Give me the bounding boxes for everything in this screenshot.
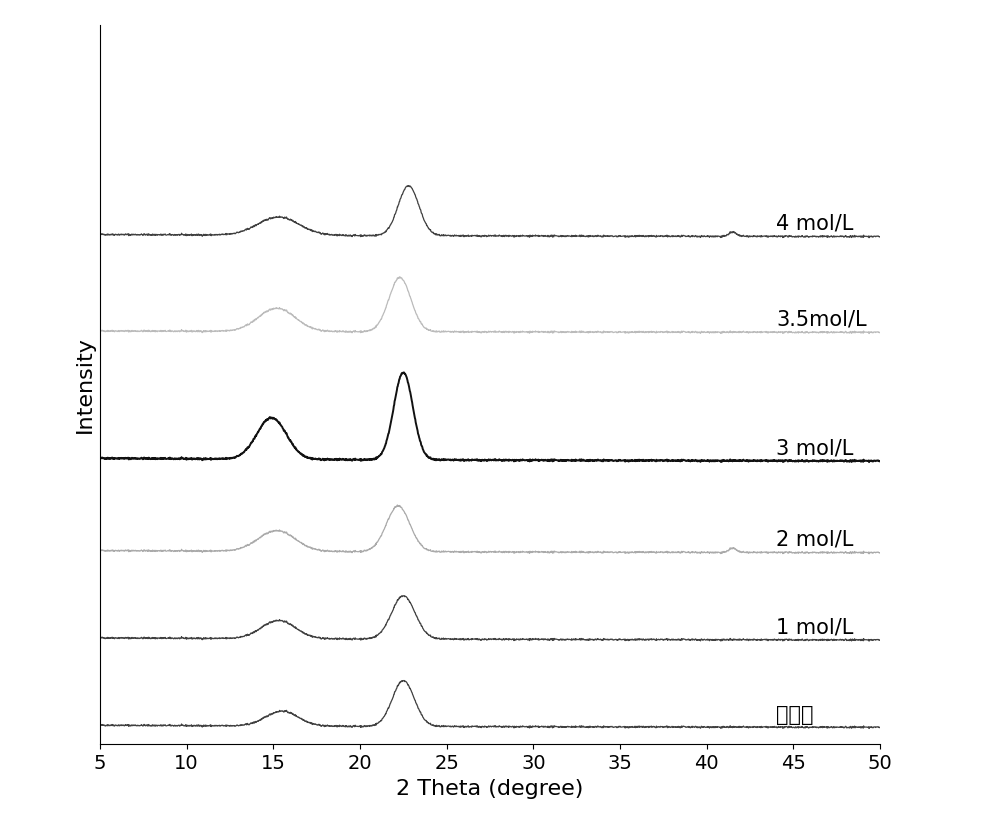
Y-axis label: Intensity: Intensity [74, 336, 94, 433]
Text: 1 mol/L: 1 mol/L [776, 617, 853, 638]
Text: 3 mol/L: 3 mol/L [776, 438, 853, 458]
Text: 3.5mol/L: 3.5mol/L [776, 310, 867, 330]
X-axis label: 2 Theta (degree): 2 Theta (degree) [396, 778, 584, 799]
Text: 未处理: 未处理 [776, 705, 814, 724]
Text: 4 mol/L: 4 mol/L [776, 214, 853, 234]
Text: 2 mol/L: 2 mol/L [776, 530, 853, 550]
